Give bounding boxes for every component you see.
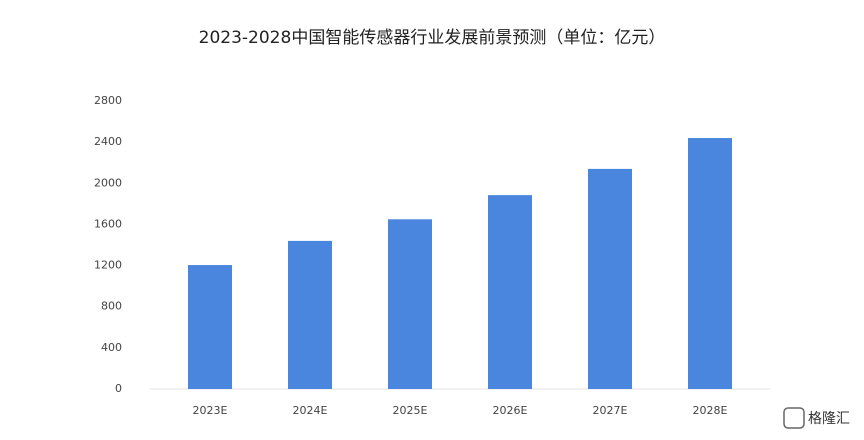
y-tick-label: 400 (101, 341, 122, 354)
x-tick-label: 2027E (593, 404, 628, 417)
x-tick-label: 2023E (193, 404, 228, 417)
x-tick-label: 2025E (393, 404, 428, 417)
x-tick-label: 2028E (693, 404, 728, 417)
y-tick-label: 2000 (94, 176, 122, 189)
y-tick-label: 2400 (94, 135, 122, 148)
y-tick-label: 0 (115, 382, 122, 395)
bar (288, 240, 332, 389)
logo-icon (783, 407, 805, 429)
y-tick-label: 800 (101, 300, 122, 313)
x-tick-label: 2026E (493, 404, 528, 417)
y-tick-label: 1200 (94, 259, 122, 272)
bar (588, 168, 632, 389)
chart-title: 2023-2028中国智能传感器行业发展前景预测（单位：亿元） (199, 28, 666, 48)
bar (188, 265, 232, 389)
y-tick-label: 1600 (94, 217, 122, 230)
bar (488, 195, 532, 389)
x-tick-label: 2024E (293, 404, 328, 417)
y-tick-label: 2800 (94, 94, 122, 107)
watermark: 格隆汇 (808, 411, 850, 427)
bar (388, 219, 432, 389)
bar (688, 138, 732, 389)
